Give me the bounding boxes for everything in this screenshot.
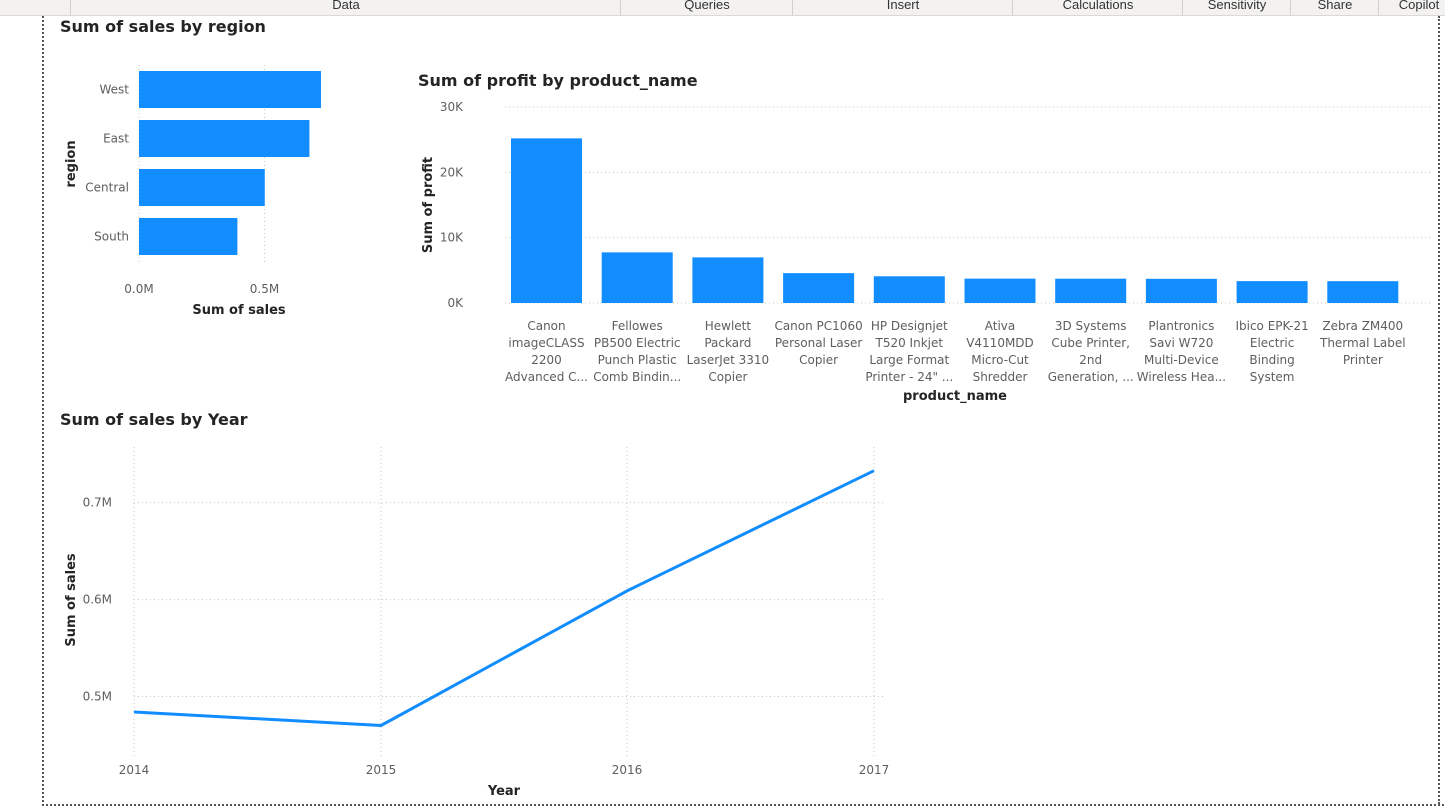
year-y-axis-title: Sum of sales (64, 553, 79, 647)
region-y-tick-label: West (99, 83, 129, 97)
product-bar (1145, 278, 1217, 303)
region-y-tick-label: East (103, 132, 129, 146)
product-bar (1236, 281, 1308, 303)
region-chart-title: Sum of sales by region (60, 17, 266, 36)
ribbon-bar: Data Queries Insert Calculations Sensitivity… (0, 0, 1445, 16)
year-x-tick-label: 2014 (119, 763, 150, 777)
region-bar (139, 169, 265, 206)
product-y-axis-title: Sum of profit (421, 157, 436, 253)
product-bar (873, 276, 945, 303)
ribbon-tab-calculations[interactable]: Calculations (1012, 0, 1183, 15)
region-y-tick-label: South (94, 230, 129, 244)
year-x-tick-label: 2017 (859, 763, 890, 777)
year-y-tick-label: 0.7M (83, 496, 112, 510)
region-y-axis-title: region (64, 140, 79, 187)
region-x-tick-label: 0.5M (250, 282, 279, 296)
product-x-tick-label: 3D Systems Cube Printer, 2nd Generation, ..… (1048, 319, 1134, 384)
year-y-tick-label: 0.5M (83, 689, 112, 703)
region-x-tick-label: 0.0M (124, 282, 153, 296)
product-bar (692, 257, 764, 303)
product-x-tick-label: Ibico EPK-21 Electric Binding System (1235, 319, 1308, 384)
year-x-tick-label: 2015 (366, 763, 397, 777)
year-y-tick-label: 0.6M (83, 593, 112, 607)
product-bar (511, 138, 582, 303)
ribbon-tab-data[interactable]: Data (70, 0, 621, 15)
product-y-tick-label: 30K (440, 100, 464, 114)
region-bar (139, 120, 310, 157)
ribbon-tab-queries[interactable]: Queries (620, 0, 793, 15)
canvas-border (1438, 16, 1440, 804)
product-bar (601, 252, 673, 303)
ribbon-tab-share[interactable]: Share (1290, 0, 1379, 15)
product-bar (964, 278, 1036, 303)
product-x-tick-label: Canon imageCLASS 2200 Advanced C... (505, 319, 588, 384)
product-bar (783, 273, 855, 303)
product-x-tick-label: Fellowes PB500 Electric Punch Plastic Comb … (593, 319, 681, 384)
product-bar (1055, 278, 1127, 303)
product-x-tick-label: Canon PC1060 Personal Laser Copier (774, 319, 862, 367)
product-x-tick-label: Ativa V4110MDD Micro-Cut Shredder (966, 319, 1034, 384)
year-series-line (133, 469, 875, 727)
region-x-axis-title: Sum of sales (192, 303, 286, 318)
year-chart-title: Sum of sales by Year (60, 410, 248, 429)
product-y-tick-label: 10K (440, 231, 464, 245)
region-bar (139, 71, 321, 108)
year-x-tick-label: 2016 (612, 763, 643, 777)
report-canvas (42, 16, 1445, 806)
product-bar (1327, 281, 1399, 303)
product-x-tick-label: Hewlett Packard LaserJet 3310 Copier (687, 319, 770, 384)
region-bar (139, 218, 238, 255)
product-x-axis-title: product_name (903, 389, 1007, 404)
ribbon-tab-copilot[interactable]: Copilot (1378, 0, 1445, 15)
product-y-tick-label: 20K (440, 165, 464, 179)
region-y-tick-label: Central (85, 181, 129, 195)
product-x-tick-label: HP Designjet T520 Inkjet Large Format Print… (865, 319, 953, 384)
ribbon-tab-insert[interactable]: Insert (792, 0, 1013, 15)
product-chart-title: Sum of profit by product_name (418, 71, 698, 90)
year-x-axis-title: Year (487, 784, 521, 799)
ribbon-tab-sensitivity[interactable]: Sensitivity (1182, 0, 1291, 15)
product-x-tick-label: Plantronics Savi W720 Multi-Device Wireless… (1137, 319, 1226, 384)
product-x-tick-label: Zebra ZM400 Thermal Label Printer (1319, 319, 1406, 367)
product-y-tick-label: 0K (447, 296, 464, 310)
